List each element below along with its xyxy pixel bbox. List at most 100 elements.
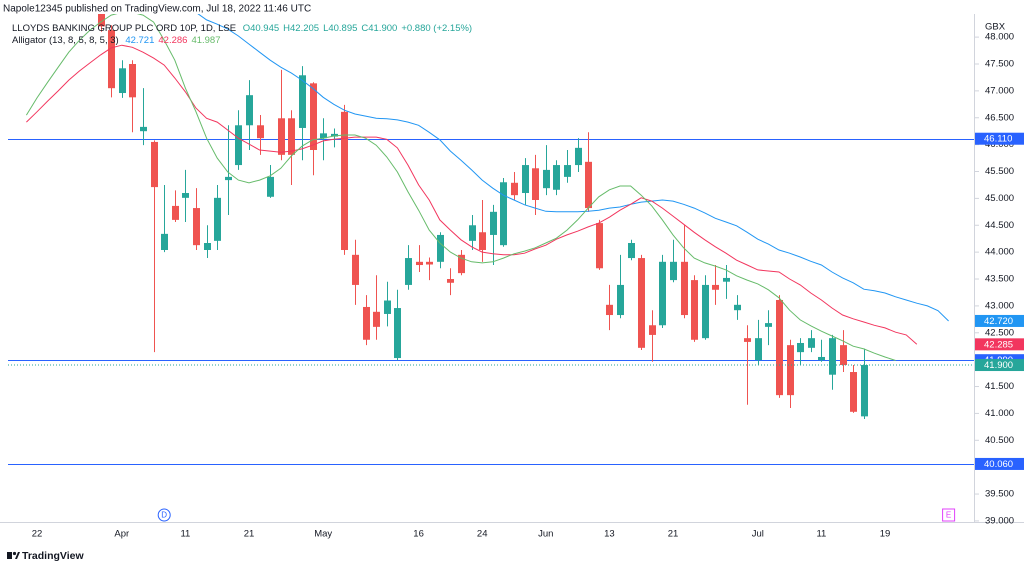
candle-body (437, 234, 444, 262)
candle-body (246, 95, 253, 126)
price-badge-label: 40.060 (984, 459, 1013, 470)
candle-body (405, 258, 412, 285)
candle-body (776, 299, 783, 396)
candle-body (723, 277, 730, 282)
candle-body (511, 182, 518, 196)
candle-body (416, 261, 423, 266)
candle-body (458, 254, 465, 274)
price-tick-label: 45.000 (985, 193, 1014, 204)
candle-body (638, 258, 645, 348)
candle-body (490, 211, 497, 235)
price-tick-label: 41.500 (985, 381, 1014, 392)
candle-body (575, 147, 582, 166)
price-tick-label: 39.500 (985, 489, 1014, 500)
candle-body (172, 205, 179, 220)
symbol-legend: LLOYDS BANKING GROUP PLC ORD 10P, 1D, LS… (12, 23, 472, 34)
candle-body (299, 75, 306, 128)
price-badge-label: 41.900 (984, 360, 1013, 371)
time-tick-label: Apr (114, 529, 129, 540)
indicator-value: 41.987 (191, 35, 220, 46)
indicator-name: Alligator (13, 8, 5, 8, 5, 3) (12, 35, 119, 46)
candle-body (818, 356, 825, 361)
candle-body (182, 193, 189, 198)
time-tick-label: 11 (816, 529, 826, 540)
candle-body (426, 261, 433, 265)
price-tick-label: 48.000 (985, 32, 1014, 43)
candle-body (257, 125, 264, 139)
price-tick-label: 41.000 (985, 408, 1014, 419)
time-tick-label: 16 (413, 529, 424, 540)
event-label: D (161, 511, 167, 520)
candle-body (119, 68, 126, 94)
price-badge-label: 42.720 (984, 316, 1013, 327)
candle-body (681, 261, 688, 316)
candle-body (861, 365, 868, 417)
event-marker (157, 508, 171, 522)
price-tick-label: 42.500 (985, 327, 1014, 338)
candle-body (628, 243, 635, 259)
price-tick-label: 39.000 (985, 515, 1014, 526)
candle-body (214, 197, 221, 241)
time-tick-label: 11 (180, 529, 190, 540)
candle-body (151, 141, 158, 188)
candle-body (606, 304, 613, 316)
candle-body (765, 323, 772, 327)
indicator-value: 42.286 (158, 35, 187, 46)
time-tick-label: 21 (668, 529, 679, 540)
price-tick-label: 44.000 (985, 247, 1014, 258)
candle-body (447, 279, 454, 283)
candle-body (373, 311, 380, 327)
candle-body (553, 165, 560, 190)
time-tick-label: 21 (244, 529, 255, 540)
event-label: E (946, 511, 951, 520)
price-tick-label: 47.500 (985, 59, 1014, 70)
candle-body (649, 325, 656, 335)
time-axis: 22 Apr 11 21 May 16 24 Jun 13 21 Jul 11 19 (32, 529, 891, 540)
published-note: Napole12345 published on TradingView.com… (3, 4, 311, 15)
candle-body (543, 169, 550, 189)
ohlc-value: O40.945 (243, 23, 279, 34)
candle-body (310, 83, 317, 151)
candle-body (108, 30, 115, 89)
candle-body (469, 225, 476, 241)
price-tick-label: 44.500 (985, 220, 1014, 231)
price-badge (975, 359, 1024, 372)
time-tick-label: Jun (538, 529, 553, 540)
candle-body (129, 63, 136, 98)
candle-body (161, 233, 168, 250)
time-tick-label: 13 (604, 529, 615, 540)
price-badge-label: 46.110 (984, 134, 1012, 145)
candle-body (225, 176, 232, 181)
candle-body (384, 300, 391, 314)
candle-body (702, 284, 709, 339)
candle-body (787, 345, 794, 396)
price-badge (975, 457, 1024, 470)
candle-body (235, 125, 242, 166)
time-tick-label: 22 (32, 529, 43, 540)
candle-body (140, 126, 147, 132)
price-tick-label: 45.500 (985, 166, 1014, 177)
plot-area (8, 14, 974, 465)
currency: GBX (985, 22, 1006, 33)
candle-body (585, 161, 592, 209)
price-badge (975, 132, 1024, 145)
ohlc-value: C41.900 (361, 23, 397, 34)
candle-body (691, 280, 698, 340)
ohlc-value: +0.880 (+2.15%) (401, 23, 472, 34)
price-axis: 48.00047.50047.00046.50046.00045.50045.0… (975, 32, 1024, 526)
candle-body (522, 165, 529, 194)
candle-body (320, 133, 327, 139)
candle-body (744, 338, 751, 342)
alligator-line (197, 14, 949, 322)
alligator-line (26, 44, 918, 345)
indicator-value: 42.721 (125, 35, 154, 46)
price-badge-label: 42.285 (984, 339, 1013, 350)
ohlc-value: L40.895 (323, 23, 357, 34)
candle-body (712, 284, 719, 290)
price-tick-label: 43.500 (985, 274, 1014, 285)
symbol: LLOYDS BANKING GROUP PLC ORD 10P, 1D, LS… (12, 23, 236, 34)
footer-logo (7, 551, 20, 559)
candle-body (288, 118, 295, 155)
indicator-legend: Alligator (13, 8, 5, 8, 5, 3) 42.721 42.2… (12, 35, 221, 46)
